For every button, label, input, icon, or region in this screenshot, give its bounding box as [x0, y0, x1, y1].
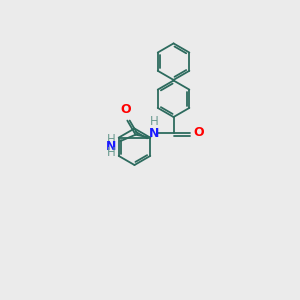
Text: H: H	[107, 146, 116, 159]
Text: H: H	[107, 133, 116, 146]
Text: N: N	[148, 127, 159, 140]
Text: O: O	[121, 103, 131, 116]
Text: N: N	[106, 140, 116, 153]
Text: O: O	[193, 126, 204, 139]
Text: H: H	[149, 115, 158, 128]
